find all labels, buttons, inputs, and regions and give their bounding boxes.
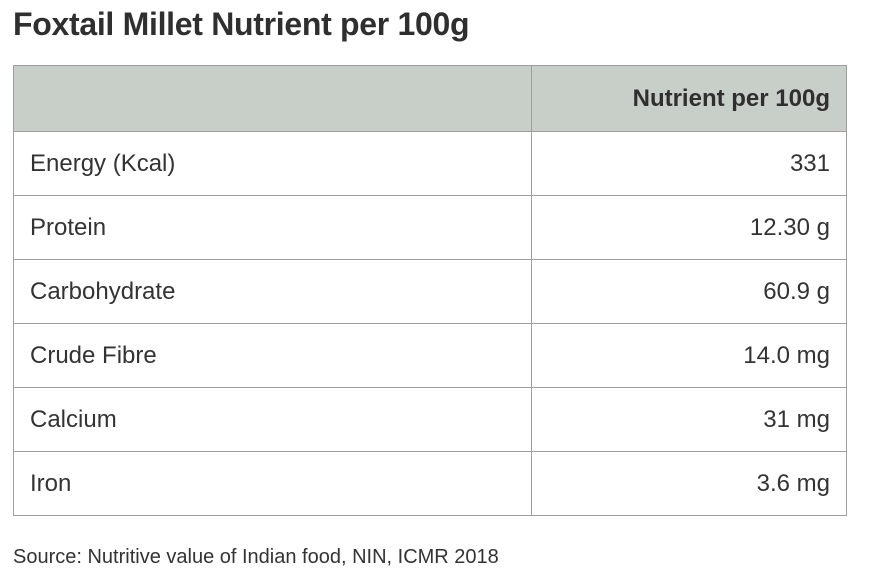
nutrient-name-cell: Crude Fibre [13, 323, 532, 388]
table-row: Calcium 31 mg [13, 387, 847, 452]
nutrient-value-cell: 31 mg [531, 387, 847, 452]
nutrient-value-cell: 3.6 mg [531, 451, 847, 516]
nutrient-name-cell: Carbohydrate [13, 259, 532, 324]
source-note: Source: Nutritive value of Indian food, … [13, 546, 499, 568]
nutrient-name-cell: Energy (Kcal) [13, 131, 532, 196]
table-row: Protein 12.30 g [13, 195, 847, 260]
nutrient-name-cell: Calcium [13, 387, 532, 452]
nutrient-value-cell: 60.9 g [531, 259, 847, 324]
nutrient-value-cell: 12.30 g [531, 195, 847, 260]
nutrient-value-cell: 331 [531, 131, 847, 196]
table-row: Carbohydrate 60.9 g [13, 259, 847, 324]
header-cell-nutrient-per-100g: Nutrient per 100g [531, 65, 847, 132]
table-header-row: Nutrient per 100g [13, 65, 847, 132]
table-row: Iron 3.6 mg [13, 451, 847, 516]
header-cell-nutrient-name [13, 65, 532, 132]
nutrient-name-cell: Protein [13, 195, 532, 260]
page-title: Foxtail Millet Nutrient per 100g [13, 6, 470, 42]
nutrient-value-cell: 14.0 mg [531, 323, 847, 388]
nutrient-table: Nutrient per 100g Energy (Kcal) 331 Prot… [13, 65, 847, 516]
table-row: Crude Fibre 14.0 mg [13, 323, 847, 388]
table-row: Energy (Kcal) 331 [13, 131, 847, 196]
nutrient-name-cell: Iron [13, 451, 532, 516]
